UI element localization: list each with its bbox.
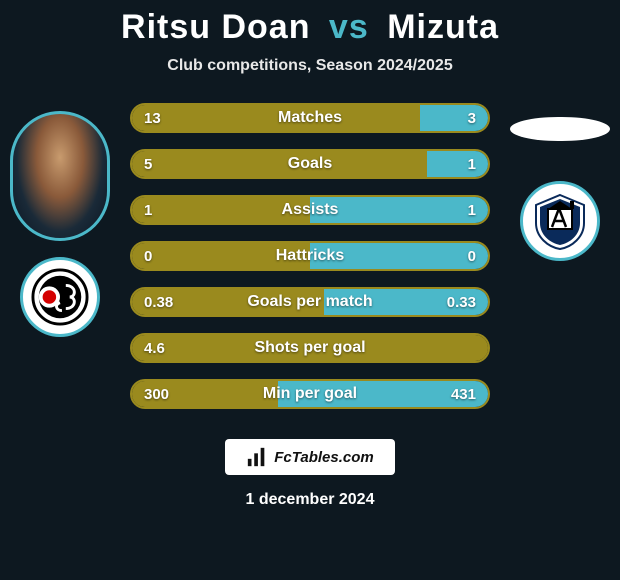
title-player2: Mizuta: [387, 8, 499, 46]
metric-row: Matches133: [130, 103, 490, 133]
content-area: Matches133 Goals51 Assists11 Hattricks00 Goa…: [0, 103, 620, 423]
metrics-bars: Matches133 Goals51 Assists11 Hattricks00 Goa…: [130, 103, 490, 425]
bar-fill-p2: [278, 381, 488, 407]
player2-photo-placeholder: [510, 117, 610, 141]
bar-fill-p2: [324, 289, 488, 315]
bar-fill-p1: [132, 243, 310, 269]
footer-date: 1 december 2024: [0, 491, 620, 509]
metric-row: Assists11: [130, 195, 490, 225]
bar-fill-p1: [132, 197, 310, 223]
bar-fill-p1: [132, 289, 324, 315]
brand-text: FcTables.com: [274, 449, 373, 466]
metric-row: Shots per goal4.6: [130, 333, 490, 363]
bars-icon: [246, 446, 268, 468]
player1-column: [0, 103, 120, 423]
bar-fill-p1: [132, 381, 278, 407]
bar-fill-p2: [310, 197, 488, 223]
player2-column: [500, 103, 620, 423]
player1-photo: [10, 111, 110, 241]
bar-fill-p2: [420, 105, 488, 131]
bar-fill-p1: [132, 151, 427, 177]
bar-fill-p2: [427, 151, 488, 177]
bar-fill-p2: [310, 243, 488, 269]
metric-row: Goals per match0.380.33: [130, 287, 490, 317]
player1-club-badge: [20, 257, 100, 337]
arminia-bielefeld-icon: [530, 191, 590, 251]
brand-badge: FcTables.com: [225, 439, 395, 475]
metric-row: Hattricks00: [130, 241, 490, 271]
title-player1: Ritsu Doan: [121, 8, 310, 46]
comparison-card: Ritsu Doan vs Mizuta Club competitions, …: [0, 0, 620, 580]
card-subtitle: Club competitions, Season 2024/2025: [0, 57, 620, 75]
bar-fill-p1: [132, 105, 420, 131]
metric-row: Min per goal300431: [130, 379, 490, 409]
player2-club-badge: [520, 181, 600, 261]
metric-row: Goals51: [130, 149, 490, 179]
sc-freiburg-icon: [31, 268, 89, 326]
title-vs: vs: [329, 8, 369, 46]
card-title: Ritsu Doan vs Mizuta: [0, 0, 620, 47]
bar-fill-p1: [132, 335, 488, 361]
